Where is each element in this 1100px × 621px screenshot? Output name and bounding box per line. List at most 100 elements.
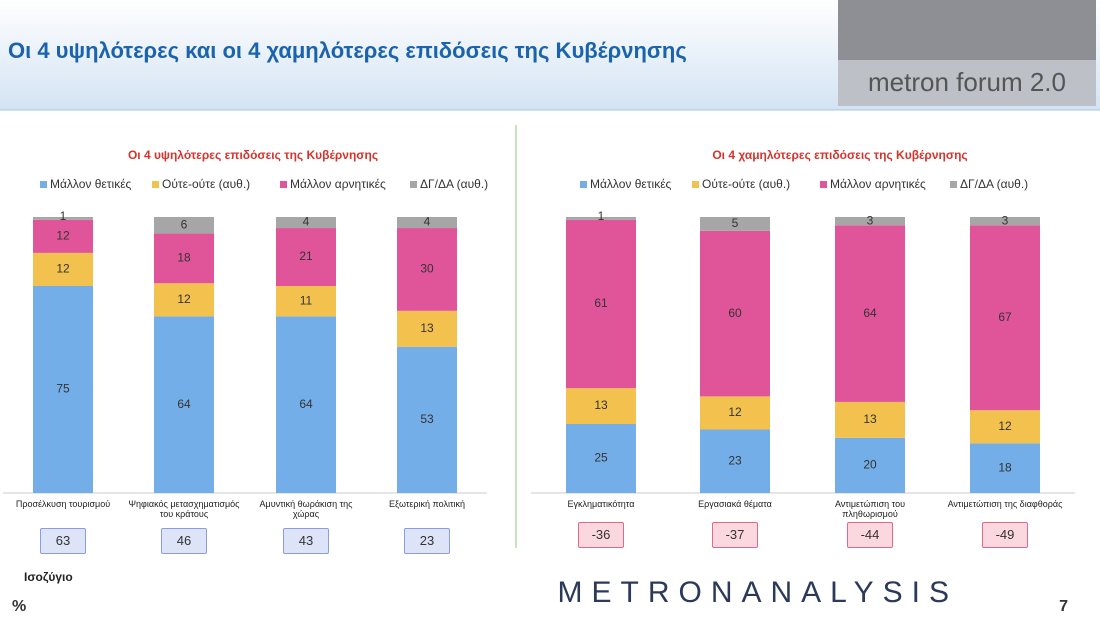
data-label: 4 — [303, 215, 310, 229]
bar-segment — [700, 429, 770, 493]
bar-segment — [154, 217, 214, 234]
data-label: 64 — [177, 397, 191, 411]
legend-label: Ούτε-ούτε (αυθ.) — [702, 177, 790, 191]
legend-label: Μάλλον αρνητικές — [290, 177, 386, 191]
bar-segment — [970, 410, 1040, 444]
legend-swatch — [580, 181, 587, 188]
data-label: 12 — [728, 405, 742, 419]
unit: % — [12, 598, 26, 615]
bar-segment — [397, 217, 457, 229]
bar-segment — [154, 283, 214, 317]
legend-label: Μάλλον θετικές — [590, 177, 672, 191]
legend-label: ΔΓ/ΔΑ (αυθ.) — [960, 177, 1028, 191]
legend-swatch — [280, 181, 287, 188]
bar-segment — [566, 424, 636, 493]
category-label: Ψηφιακός μετασχηματισμός του κράτους — [128, 499, 240, 519]
data-label: 1 — [60, 209, 67, 223]
data-label: 5 — [732, 216, 739, 230]
category-label: Αμυντική θωράκιση της χώρας — [259, 499, 353, 519]
category-label: Αντιμετώπιση του πληθωρισμού — [834, 499, 906, 519]
data-label: 75 — [56, 382, 70, 396]
bar-segment — [154, 316, 214, 493]
bar-segment — [276, 286, 336, 317]
bar-segment — [700, 217, 770, 231]
bar-segment — [700, 396, 770, 430]
bar-segment — [33, 217, 93, 220]
data-label: 64 — [863, 306, 877, 320]
data-label: 6 — [181, 217, 188, 231]
bar-segment — [276, 217, 336, 229]
data-label: 18 — [177, 251, 191, 265]
data-label: 12 — [56, 262, 70, 276]
legend-swatch — [950, 181, 957, 188]
data-label: 1 — [598, 209, 605, 223]
data-label: 60 — [728, 306, 742, 320]
bar-segment — [970, 217, 1040, 226]
bar-segment — [700, 230, 770, 397]
data-label: 64 — [299, 397, 313, 411]
brand: METRONANALYSIS — [558, 576, 959, 609]
bar-segment — [835, 217, 905, 226]
balance-box: 43 — [283, 528, 329, 554]
data-label: 13 — [863, 412, 877, 426]
data-label: 3 — [1002, 213, 1009, 227]
bar-segment — [276, 316, 336, 493]
data-label: 3 — [867, 213, 874, 227]
logo-band — [838, 60, 1096, 106]
data-label: 12 — [998, 419, 1012, 433]
chart-title: Οι 4 χαμηλότερες επιδόσεις της Κυβέρνηση… — [712, 148, 967, 162]
bar-segment — [154, 233, 214, 284]
data-label: 61 — [594, 296, 608, 310]
data-label: 18 — [998, 460, 1012, 474]
legend-swatch — [410, 181, 417, 188]
balance-label: Ισοζύγιο — [24, 570, 73, 584]
legend-swatch — [152, 181, 159, 188]
data-label: 67 — [998, 310, 1012, 324]
chart-title: Οι 4 υψηλότερες επιδόσεις της Κυβέρνησης — [128, 148, 378, 162]
bar-segment — [566, 217, 636, 220]
legend-swatch — [692, 181, 699, 188]
bar-segment — [566, 388, 636, 424]
bar-segment — [970, 443, 1040, 493]
bar-segment — [397, 228, 457, 311]
legend-label: Μάλλον θετικές — [50, 177, 132, 191]
bar-segment — [397, 310, 457, 347]
category-label: Εξωτερική πολιτική — [388, 499, 466, 509]
bar-segment — [835, 401, 905, 438]
balance-box: 63 — [40, 528, 86, 554]
slide-title: Οι 4 υψηλότερες και οι 4 χαμηλότερες επι… — [8, 38, 687, 63]
data-label: 30 — [420, 262, 434, 276]
balance-box: -37 — [712, 522, 758, 548]
bar-segment — [970, 225, 1040, 411]
balance-box: -44 — [847, 522, 893, 548]
bar-segment — [33, 219, 93, 253]
balance-box: -36 — [578, 522, 624, 548]
balance-box: 46 — [161, 528, 207, 554]
legend-label: Μάλλον αρνητικές — [830, 177, 926, 191]
category-label: Εργασιακά θέματα — [698, 499, 772, 509]
balance-box: -49 — [982, 522, 1028, 548]
category-label: Προσέλκυση τουρισμού — [15, 499, 111, 509]
logo-text: metron forum 2.0 — [868, 67, 1066, 97]
data-label: 25 — [594, 451, 608, 465]
data-label: 11 — [300, 293, 313, 307]
bar-segment — [33, 252, 93, 286]
category-label: Αντιμετώπιση της διαφθοράς — [947, 499, 1063, 509]
category-label: Εγκληματικότητα — [567, 499, 635, 509]
page-number: 7 — [1059, 598, 1068, 615]
data-label: 13 — [594, 398, 608, 412]
data-label: 12 — [177, 292, 191, 306]
bar-segment — [397, 346, 457, 493]
bar-segment — [566, 219, 636, 389]
data-label: 13 — [420, 321, 434, 335]
bar-segment — [835, 437, 905, 493]
legend-swatch — [820, 181, 827, 188]
data-label: 12 — [56, 228, 70, 242]
balance-box: 23 — [404, 528, 450, 554]
data-label: 53 — [420, 412, 434, 426]
bar-segment — [835, 225, 905, 402]
bar-segment — [33, 286, 93, 493]
legend-label: Ούτε-ούτε (αυθ.) — [162, 177, 250, 191]
